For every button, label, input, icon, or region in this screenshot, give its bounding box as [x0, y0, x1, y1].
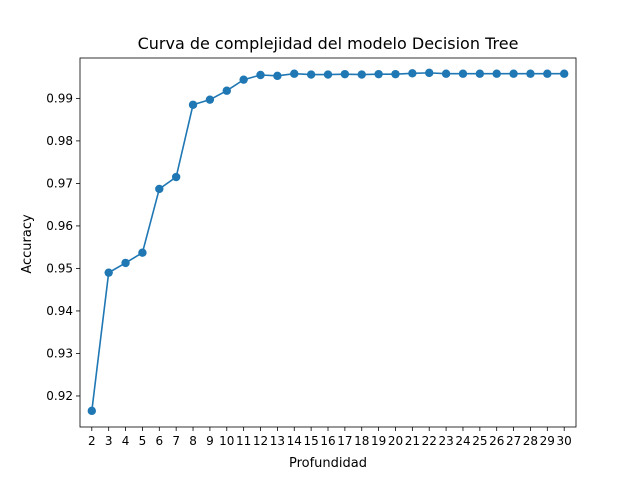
x-tick-label: 11	[236, 434, 251, 448]
data-point	[323, 70, 333, 79]
data-point	[188, 100, 198, 109]
data-point	[239, 75, 248, 84]
x-tick-label: 24	[455, 434, 470, 448]
data-point	[87, 406, 97, 416]
x-tick-label: 14	[287, 434, 302, 448]
x-tick-label: 20	[388, 434, 403, 448]
x-tick-label: 21	[405, 434, 420, 448]
x-tick-label: 18	[354, 434, 369, 448]
data-point	[441, 69, 451, 78]
x-tick-label: 30	[557, 434, 572, 448]
data-point	[391, 69, 400, 79]
y-tick-label: 0.95	[46, 261, 73, 275]
y-axis-label: Accuracy	[20, 214, 35, 274]
x-tick-label: 16	[320, 434, 335, 448]
x-tick-label: 12	[253, 434, 268, 448]
x-tick-label: 10	[219, 434, 234, 448]
data-point	[559, 69, 569, 78]
y-tick-label: 0.97	[46, 176, 73, 190]
x-tick-label: 28	[523, 434, 538, 448]
x-tick-label: 13	[270, 434, 285, 448]
plot-frame	[79, 57, 577, 428]
data-point	[509, 69, 518, 78]
data-point	[425, 68, 434, 78]
x-axis-label: Profundidad	[289, 456, 367, 471]
data-point	[104, 268, 113, 277]
x-tick-label: 27	[506, 434, 521, 448]
data-point	[138, 248, 147, 257]
y-tick-label: 0.99	[46, 91, 73, 105]
data-point	[543, 69, 552, 78]
series-line-0	[91, 72, 565, 411]
data-point	[205, 95, 215, 104]
x-tick-label: 26	[489, 434, 504, 448]
x-tick-label: 8	[189, 434, 197, 448]
y-tick-label: 0.94	[46, 304, 73, 318]
data-point	[526, 69, 535, 78]
data-point	[340, 69, 350, 79]
data-point	[256, 70, 265, 80]
data-point	[171, 172, 181, 182]
y-tick-label: 0.96	[46, 219, 73, 233]
data-point	[222, 86, 231, 95]
x-tick-label: 17	[337, 434, 352, 448]
x-tick-label: 29	[540, 434, 555, 448]
data-point	[357, 70, 366, 79]
x-tick-label: 5	[139, 434, 147, 448]
y-tick-label: 0.92	[46, 389, 73, 403]
data-point	[408, 69, 417, 78]
x-tick-label: 9	[206, 434, 214, 448]
y-tick-label: 0.93	[46, 346, 73, 360]
data-point	[155, 184, 164, 194]
data-point	[475, 69, 485, 78]
data-point	[290, 69, 299, 78]
x-tick-label: 15	[303, 434, 318, 448]
data-point	[458, 69, 468, 78]
x-tick-label: 2	[88, 434, 96, 448]
data-point	[492, 69, 501, 78]
data-point	[374, 69, 383, 79]
chart-title: Curva de complejidad del modelo Decision…	[138, 34, 519, 53]
x-tick-label: 4	[122, 434, 130, 448]
x-tick-label: 7	[172, 434, 180, 448]
x-tick-label: 6	[155, 434, 163, 448]
x-tick-label: 19	[371, 434, 386, 448]
data-point	[121, 258, 130, 268]
x-tick-label: 22	[422, 434, 437, 448]
x-tick-label: 3	[105, 434, 113, 448]
y-tick-label: 0.98	[46, 134, 73, 148]
data-point	[306, 70, 316, 79]
x-tick-label: 25	[472, 434, 487, 448]
x-tick-label: 23	[438, 434, 453, 448]
data-point	[273, 71, 282, 81]
